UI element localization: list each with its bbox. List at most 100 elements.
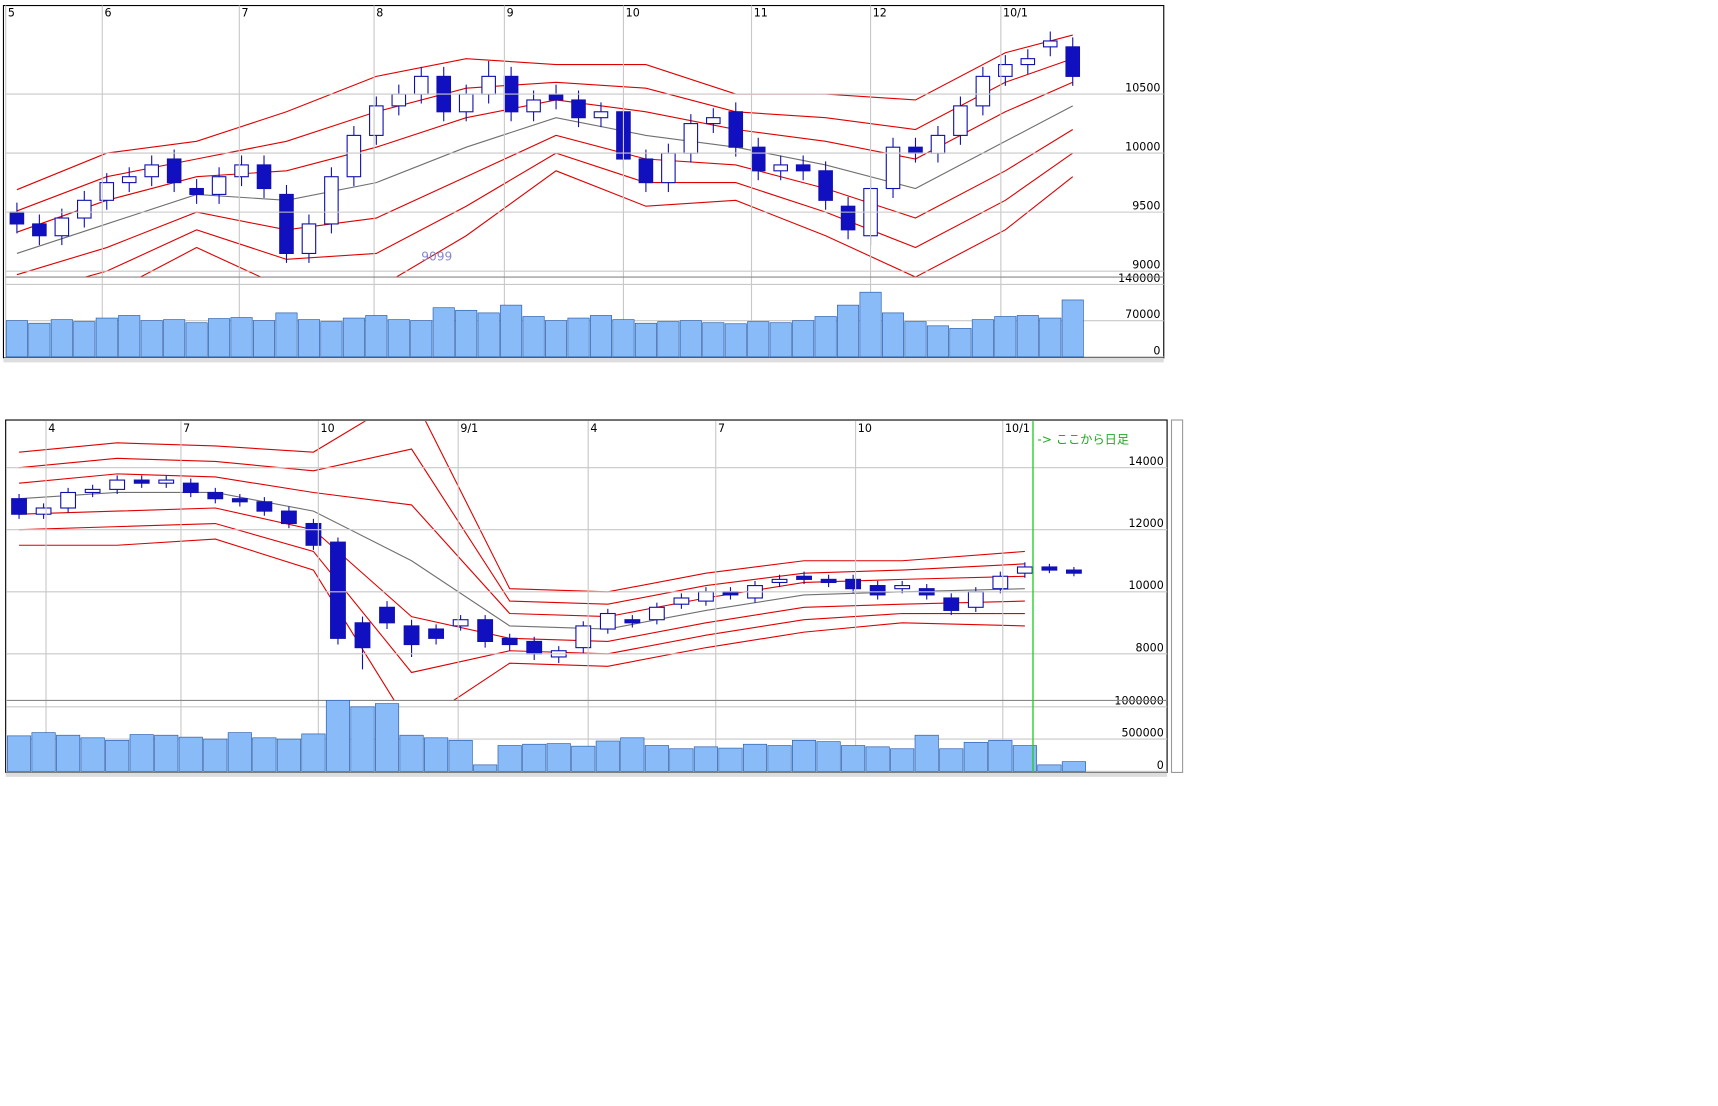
y-tick-label: 14000: [1129, 455, 1164, 468]
volume-bar: [342, 317, 365, 358]
volume-bar: [988, 740, 1013, 772]
candle-body: [379, 606, 395, 624]
candle-body: [683, 123, 699, 154]
volume-bar: [410, 320, 433, 358]
price-pane: [9, 31, 1081, 278]
volume-bar: [252, 737, 277, 772]
volume-bar: [634, 322, 657, 358]
volume-bar: [939, 748, 964, 772]
side-panel: [1170, 419, 1184, 773]
volume-bar: [769, 322, 792, 358]
candle-body: [953, 105, 968, 136]
y-tick-label: 9500: [1132, 200, 1160, 213]
candle-body: [60, 491, 77, 509]
candle-body: [706, 117, 721, 125]
volume-bar: [477, 312, 500, 358]
candle-body: [256, 501, 273, 512]
volume-bar: [724, 323, 747, 358]
x-tick-label: 10: [321, 422, 335, 435]
candle-body: [166, 158, 182, 184]
volume-bar: [859, 291, 882, 358]
candle-body: [885, 146, 901, 190]
volume-bar: [154, 734, 179, 772]
volume-bar: [1061, 299, 1084, 358]
y-tick-label: 10500: [1125, 82, 1160, 95]
volume-bar: [320, 321, 343, 358]
candle-body: [477, 619, 494, 642]
volume-bar: [56, 734, 81, 772]
candle-body: [992, 575, 1009, 590]
volume-bar: [816, 741, 841, 772]
y-tick-label: 0: [1157, 759, 1164, 772]
volume-bar: [669, 748, 694, 772]
y-tick-label: 140000: [1118, 272, 1160, 285]
band-line: [19, 491, 1025, 630]
volume-bar: [693, 746, 718, 772]
candle-body: [1020, 58, 1036, 66]
candle-body: [638, 158, 654, 184]
volume-bar: [814, 316, 837, 358]
candle-body: [391, 93, 407, 107]
volume-bar: [497, 745, 522, 772]
volume-bar: [882, 312, 905, 358]
candle-body: [158, 479, 175, 484]
volume-bar: [325, 700, 351, 772]
x-tick-label: 12: [873, 6, 887, 19]
candle-body: [894, 585, 911, 590]
y-tick-label: 70000: [1125, 308, 1160, 321]
candle-body: [930, 134, 946, 154]
volume-bar: [185, 322, 208, 358]
y-tick-label: 8000: [1136, 641, 1164, 654]
x-tick-label: 10/1: [1005, 422, 1030, 435]
volume-bar: [500, 304, 523, 358]
volume-bar: [399, 734, 424, 772]
candle-body: [182, 482, 199, 494]
chart-frame: [5, 419, 1168, 773]
y-tick-label: 0: [1153, 344, 1160, 357]
candle-body: [796, 575, 812, 580]
x-tick-label: 7: [718, 422, 725, 435]
candle-body: [1065, 46, 1081, 77]
y-tick-label: 12000: [1129, 517, 1164, 530]
candle-body: [11, 498, 27, 515]
volume-bar: [105, 740, 130, 772]
band-line: [16, 58, 1073, 212]
x-tick-label: 10/1: [1003, 6, 1028, 19]
band-line: [18, 421, 1025, 593]
volume-bar: [387, 319, 410, 358]
band-line: [139, 170, 1074, 278]
x-tick-label: 9/1: [460, 422, 478, 435]
candle-body: [526, 640, 543, 655]
y-tick-label: 10000: [1129, 579, 1164, 592]
volume-bar: [73, 321, 96, 358]
y-tick-label: 10000: [1125, 141, 1160, 154]
volume-bar: [140, 320, 163, 358]
candle-body: [84, 488, 101, 494]
candle-body: [133, 479, 150, 484]
volume-bar: [657, 321, 680, 358]
candle-body: [820, 578, 837, 584]
candle-body: [458, 93, 474, 113]
candle-body: [211, 176, 227, 195]
candle-body: [109, 479, 126, 490]
volume-bar: [926, 325, 949, 358]
candle-body: [452, 619, 469, 627]
scrollbar: [5, 772, 1168, 777]
volume-bar: [792, 740, 817, 772]
volume-bar: [702, 322, 725, 358]
candle-body: [144, 164, 159, 178]
candle-body: [256, 164, 272, 190]
candle-body: [369, 105, 384, 136]
volume-bar: [275, 312, 298, 358]
volume-bar: [971, 319, 994, 358]
y-tick-label: 500000: [1121, 727, 1163, 740]
x-tick-label: 10: [626, 6, 640, 19]
annotation: 9099: [421, 250, 452, 264]
x-tick-label: 8: [376, 6, 383, 19]
volume-bar: [589, 315, 612, 358]
candle-body: [673, 597, 690, 605]
volume-bar: [297, 319, 320, 358]
candle-body: [750, 146, 766, 172]
candle-body: [599, 612, 616, 630]
